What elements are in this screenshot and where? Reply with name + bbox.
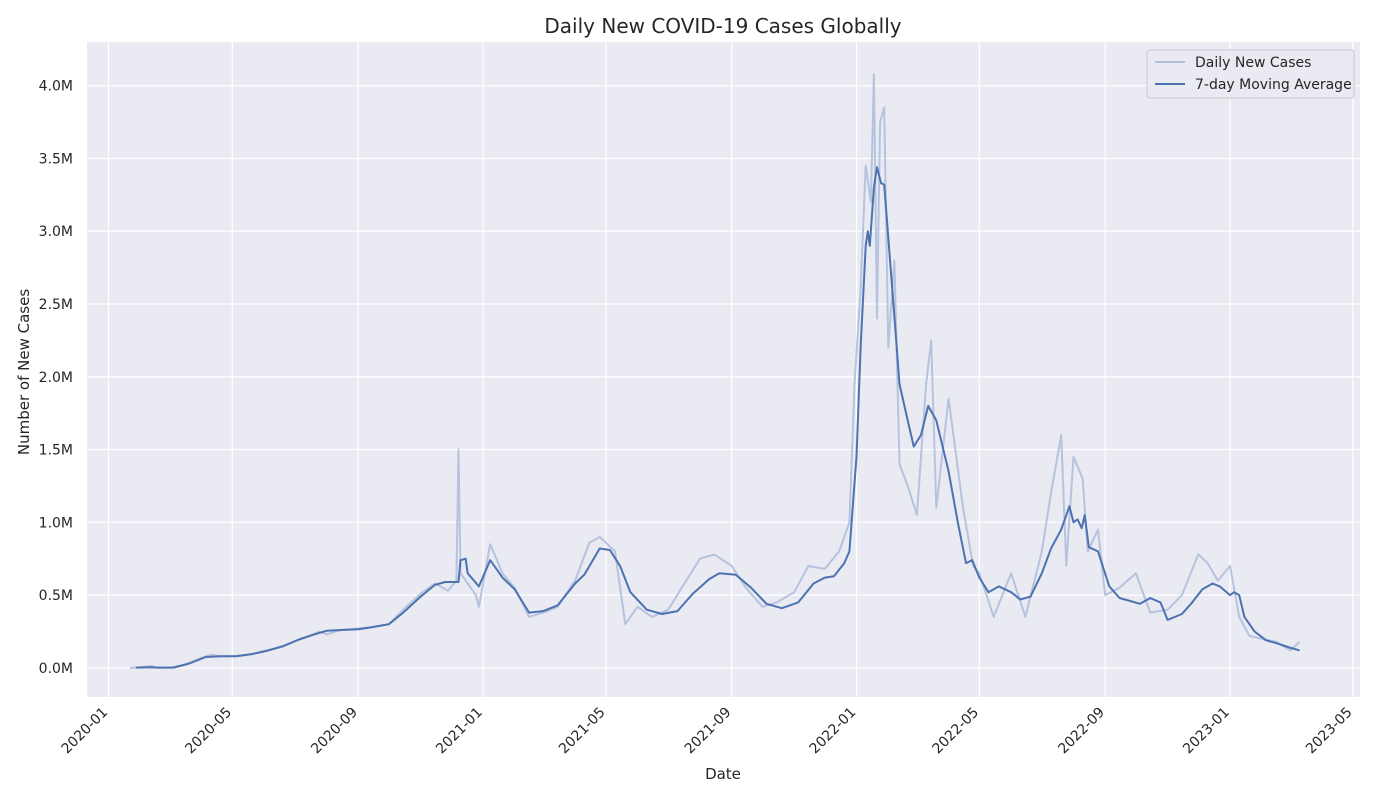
x-tick-label: 2020-01 bbox=[59, 705, 112, 758]
x-tick-label: 2022-01 bbox=[807, 705, 860, 758]
legend-box bbox=[1146, 49, 1355, 99]
x-tick-label: 2021-01 bbox=[433, 705, 486, 758]
y-tick-label: 1.0M bbox=[39, 515, 73, 531]
x-tick-label: 2021-05 bbox=[556, 705, 609, 758]
y-tick-label: 2.0M bbox=[39, 370, 73, 386]
legend-label-average: 7-day Moving Average bbox=[1195, 77, 1352, 93]
y-tick-label: 3.5M bbox=[39, 151, 73, 167]
y-tick-label: 2.5M bbox=[39, 297, 73, 313]
plot-background bbox=[87, 42, 1360, 697]
chart-title: Daily New COVID-19 Cases Globally bbox=[544, 14, 901, 38]
y-tick-label: 0.5M bbox=[39, 588, 73, 604]
x-tick-labels: 2020-01 2020-05 2020-09 2021-01 2021-05 2021-… bbox=[59, 705, 1356, 758]
y-tick-label: 4.0M bbox=[39, 79, 73, 95]
x-tick-label: 2023-01 bbox=[1180, 705, 1233, 758]
x-tick-label: 2021-09 bbox=[682, 705, 735, 758]
y-gridlines bbox=[87, 85, 1360, 669]
series-layer bbox=[129, 73, 1301, 669]
legend: Daily New Cases 7-day Moving Average bbox=[1146, 49, 1355, 99]
x-tick-label: 2022-09 bbox=[1055, 705, 1108, 758]
y-tick-labels: 0.0M 0.5M 1.0M 1.5M 2.0M 2.5M 3.0M 3.5M 4.0M bbox=[39, 79, 73, 677]
x-tick-label: 2023-05 bbox=[1303, 705, 1356, 758]
x-tick-label: 2020-09 bbox=[308, 705, 361, 758]
y-tick-label: 3.0M bbox=[39, 224, 73, 240]
moving-average-line bbox=[136, 166, 1300, 669]
x-axis-label: Date bbox=[705, 765, 741, 783]
legend-label-daily: Daily New Cases bbox=[1195, 55, 1311, 71]
y-tick-label: 0.0M bbox=[39, 661, 73, 677]
y-tick-label: 1.5M bbox=[39, 443, 73, 459]
y-axis-label: Number of New Cases bbox=[15, 289, 33, 455]
x-tick-label: 2020-05 bbox=[182, 705, 235, 758]
x-tick-label: 2022-05 bbox=[929, 705, 982, 758]
